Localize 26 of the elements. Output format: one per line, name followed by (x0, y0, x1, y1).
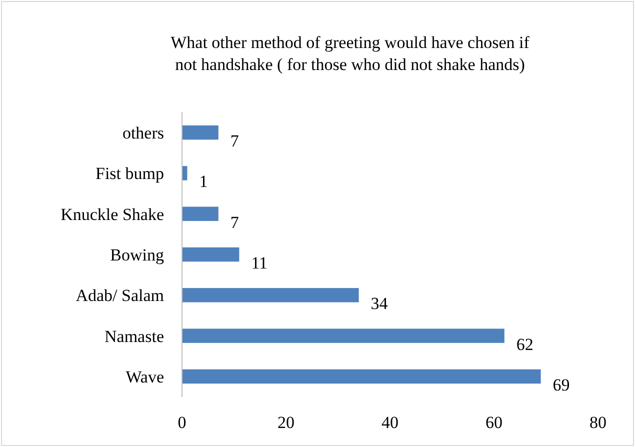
bar (182, 247, 240, 262)
x-tick-label: 60 (486, 413, 502, 432)
bar (182, 125, 218, 140)
bar (182, 328, 504, 343)
bar (182, 288, 359, 302)
data-label: 11 (251, 253, 268, 272)
x-tick-label: 80 (590, 413, 606, 432)
data-label: 69 (552, 375, 570, 394)
x-tick-label: 20 (278, 413, 294, 432)
bar (182, 206, 218, 221)
data-label: 62 (516, 334, 534, 354)
bar (182, 369, 541, 384)
x-tick-label: 40 (382, 413, 398, 432)
data-label: 7 (230, 131, 240, 150)
data-label: 1 (199, 172, 208, 192)
y-tick-label: Adab/ Salam (76, 286, 164, 306)
y-tick-label: others (122, 123, 164, 142)
y-tick-label: Namaste (104, 326, 164, 346)
y-tick-label: Bowing (110, 245, 164, 264)
x-tick-label: 0 (178, 413, 186, 432)
chart-title: What other method of greeting would have chosen if not handshake ( for those who did not shake hands) (170, 33, 530, 74)
y-tick-label: Fist bump (96, 164, 164, 184)
data-label: 34 (370, 294, 388, 314)
y-tick-label: Knuckle Shake (60, 204, 164, 224)
data-label: 7 (230, 212, 240, 232)
y-tick-label: Wave (126, 367, 164, 386)
